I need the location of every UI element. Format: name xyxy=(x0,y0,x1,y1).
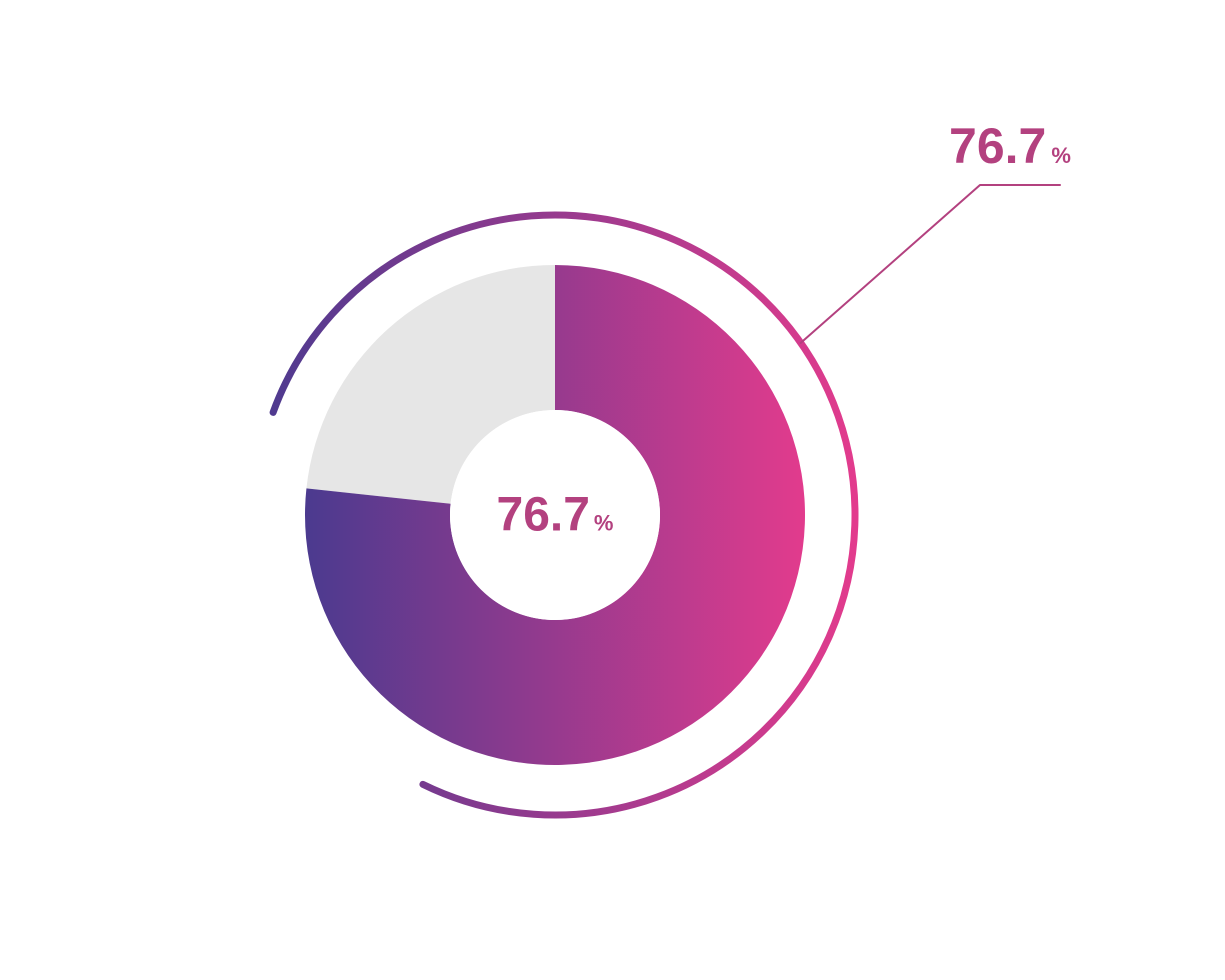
center-percentage-label: 76.7 % xyxy=(497,488,614,543)
callout-percentage-label: 76.7 % xyxy=(949,117,1071,175)
callout-value: 76.7 xyxy=(949,117,1046,175)
callout-percent-symbol: % xyxy=(1051,143,1071,169)
center-value: 76.7 xyxy=(497,488,590,543)
radial-progress-chart: 76.7 % 76.7 % xyxy=(0,0,1225,980)
center-percent-symbol: % xyxy=(594,511,614,537)
callout-leader xyxy=(801,185,1060,343)
callout-leader-line xyxy=(801,185,1060,343)
